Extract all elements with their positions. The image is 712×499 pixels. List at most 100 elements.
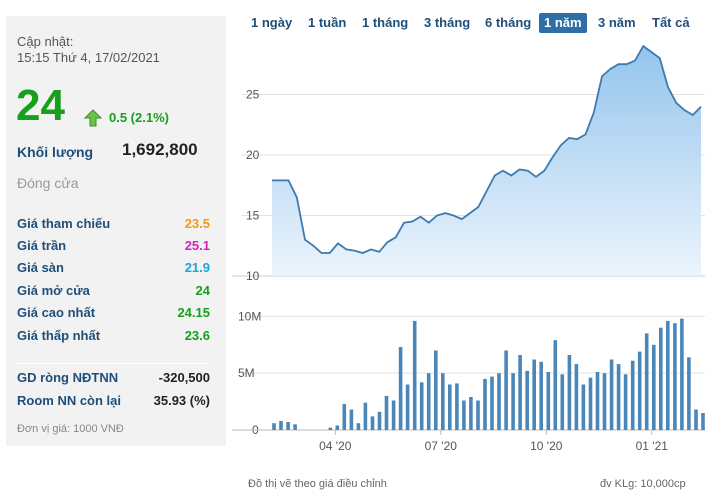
volume-bar (504, 350, 508, 430)
ref-price-label: Giá tham chiếu (17, 216, 111, 231)
volume-bar (511, 373, 515, 430)
volume-bar (567, 355, 572, 430)
volume-bar (405, 384, 410, 430)
price-tick-label: 15 (246, 208, 260, 222)
price-line (272, 44, 702, 254)
floor-price-row: Giá sàn 21.9 (17, 260, 210, 280)
volume-bar (560, 374, 565, 430)
x-tick-label: 01 '21 (636, 439, 669, 453)
volume-tick-label: 5M (238, 366, 255, 380)
volume-bar (279, 420, 283, 430)
volume-bar (630, 360, 635, 430)
volume-bar (476, 400, 480, 430)
volume-bar (673, 323, 677, 430)
volume-bar (426, 373, 431, 430)
volume-bar (497, 373, 501, 430)
tab-all[interactable]: Tất cả (652, 15, 690, 30)
divider (17, 363, 210, 364)
volume-bar (616, 364, 621, 430)
price-area (272, 46, 701, 276)
open-price-label: Giá mở cửa (17, 283, 90, 298)
volume-bar (455, 383, 459, 430)
volume-bar (652, 344, 656, 430)
low-price-label: Giá thấp nhất (17, 328, 101, 343)
tab-1-week[interactable]: 1 tuần (308, 15, 347, 30)
ceiling-price-row: Giá trần 25.1 (17, 238, 210, 258)
foreign-room-label: Room NN còn lại (17, 393, 122, 408)
volume-bar (546, 372, 551, 430)
ceiling-price-label: Giá trần (17, 238, 67, 253)
volume-bar (539, 361, 543, 430)
foreign-net-value: -320,500 (158, 370, 210, 385)
volume-bar (286, 422, 290, 430)
volume-bar (272, 423, 276, 430)
current-price: 24 (16, 81, 65, 130)
tab-1-year[interactable]: 1 năm (539, 13, 587, 33)
x-tick-label: 07 '20 (425, 439, 458, 453)
volume-bar (588, 377, 593, 430)
foreign-net-row: GD ròng NĐTNN -320,500 (17, 370, 210, 390)
volume-tick-label: 10M (238, 309, 261, 323)
volume-bar (342, 403, 347, 430)
volume-bar (370, 416, 375, 430)
tab-1-day[interactable]: 1 ngày (251, 15, 293, 30)
x-tick-label: 10 '20 (530, 439, 563, 453)
low-price-row: Giá thấp nhất 23.6 (17, 328, 210, 348)
volume-bar (532, 359, 536, 430)
high-price-row: Giá cao nhất 24.15 (17, 305, 210, 325)
volume-bar (574, 364, 579, 430)
volume-bar (659, 327, 663, 430)
volume-bar (328, 427, 333, 430)
low-price-value: 23.6 (184, 328, 210, 343)
foreign-room-row: Room NN còn lại 35.93 (%) (17, 393, 210, 413)
price-tick-label: 10 (246, 269, 260, 283)
volume-bar (412, 320, 417, 430)
price-unit-note: Đơn vị giá: 1000 VNĐ (17, 423, 124, 435)
update-time: 15:15 Thứ 4, 17/02/2021 (17, 50, 160, 65)
volume-bar (637, 351, 642, 430)
volume-bar (623, 374, 628, 430)
foreign-net-label: GD ròng NĐTNN (17, 370, 119, 385)
volume-bar (349, 409, 354, 430)
volume-label: Khối lượng (17, 144, 94, 160)
floor-price-label: Giá sàn (17, 260, 64, 275)
volume-bar (434, 350, 438, 430)
volume-bar (694, 409, 698, 430)
volume-bar (356, 423, 361, 430)
volume-bar (609, 359, 614, 430)
tab-3-month[interactable]: 3 tháng (424, 15, 471, 30)
volume-value: 1,692,800 (122, 140, 198, 159)
volume-bar (335, 425, 340, 430)
tab-1-month[interactable]: 1 tháng (362, 15, 409, 30)
arrow-up-icon (84, 109, 102, 127)
volume-bar (441, 373, 445, 430)
tab-6-month[interactable]: 6 tháng (485, 15, 532, 30)
floor-price-value: 21.9 (184, 260, 210, 275)
tab-3-year[interactable]: 3 năm (598, 15, 636, 30)
high-price-label: Giá cao nhất (17, 305, 96, 320)
volume-bar (363, 402, 368, 430)
volume-bar (462, 400, 466, 430)
open-price-value: 24 (195, 283, 210, 298)
ref-price-value: 23.5 (184, 216, 210, 231)
foreign-room-value: 35.93 (%) (153, 393, 210, 408)
update-label: Cập nhật: (17, 34, 74, 49)
volume-bar (293, 424, 297, 430)
high-price-value: 24.15 (177, 305, 210, 320)
volume-bar (701, 413, 705, 430)
volume-bar (448, 384, 452, 430)
volume-bar (687, 357, 691, 430)
volume-bar (525, 370, 529, 430)
volume-unit-note: đv KLg: 10,000cp (600, 478, 686, 490)
volume-bar (490, 376, 494, 430)
volume-bar (469, 397, 473, 430)
volume-bar (581, 384, 586, 430)
volume-bar (553, 340, 558, 430)
ceiling-price-value: 25.1 (184, 238, 210, 253)
x-tick-label: 04 '20 (319, 439, 352, 453)
volume-bar (666, 320, 670, 430)
open-price-row: Giá mở cửa 24 (17, 283, 210, 303)
volume-bar (518, 355, 522, 430)
volume-bar (391, 400, 396, 430)
